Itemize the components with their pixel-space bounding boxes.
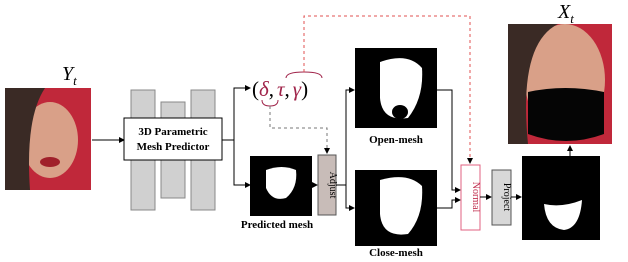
- predicted-label: Predicted mesh: [241, 219, 313, 231]
- mouth-hole: [392, 105, 408, 119]
- predictor-label: 3D Parametric: [138, 126, 207, 138]
- output-image: [508, 24, 612, 144]
- predictor-label: Mesh Predictor: [137, 141, 210, 153]
- arrow: [222, 88, 250, 140]
- normal-label: Normal: [470, 182, 481, 213]
- project-label: Project: [501, 183, 512, 212]
- output-label: Xt: [557, 1, 574, 26]
- arrow: [437, 90, 460, 190]
- input-image: [5, 88, 91, 190]
- arrow: [346, 185, 354, 208]
- open-mesh-label: Open-mesh: [369, 134, 423, 146]
- params: (δ,τ,γ): [252, 77, 308, 101]
- diagram: Yt 3D Parametric Mesh Predictor (δ,τ,γ) …: [0, 0, 628, 262]
- arrow: [234, 140, 250, 185]
- dashed-link: [270, 106, 327, 153]
- close-mesh-label: Close-mesh: [369, 247, 423, 259]
- input-label: Yt: [62, 63, 77, 88]
- arrow: [437, 200, 460, 208]
- predictor-box: [124, 118, 222, 160]
